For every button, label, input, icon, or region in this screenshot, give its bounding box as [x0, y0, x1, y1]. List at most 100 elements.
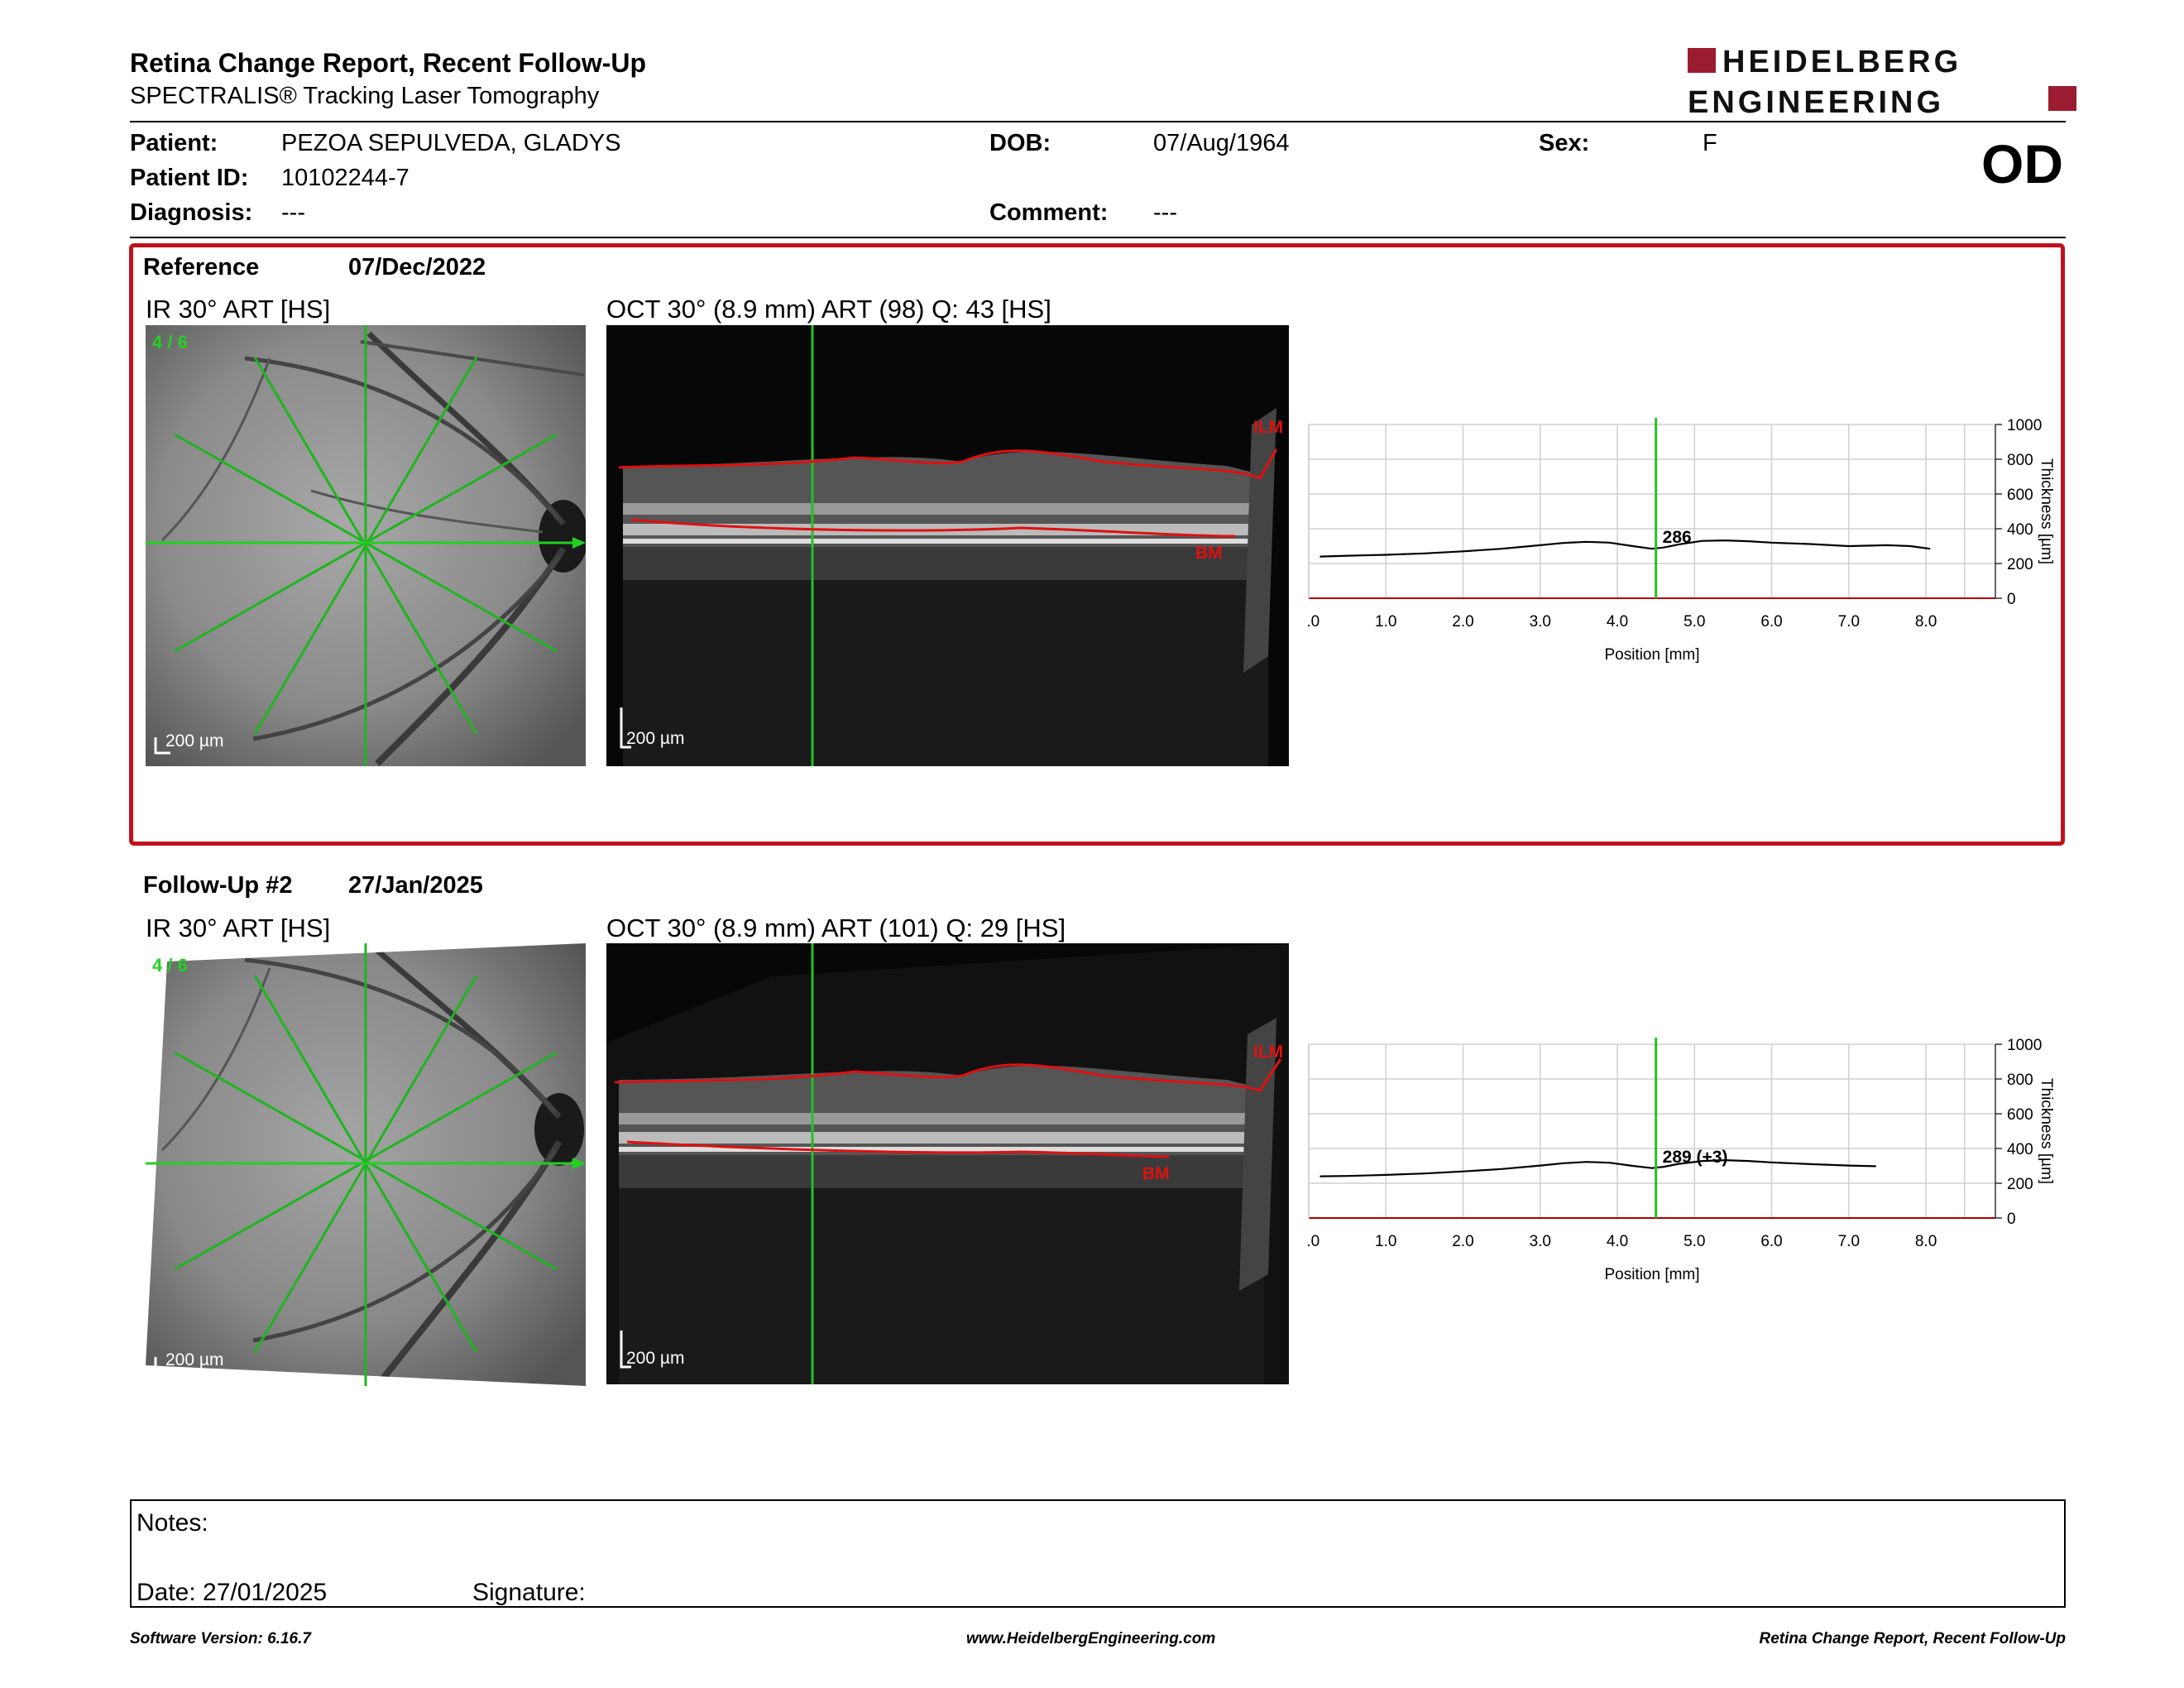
- x-tick-label: 3.0: [1530, 613, 1551, 631]
- footer-report-name: Retina Change Report, Recent Follow-Up: [1759, 1630, 2066, 1647]
- thickness-point: [1724, 1159, 1727, 1161]
- report-title: Retina Change Report, Recent Follow-Up: [130, 48, 647, 78]
- ref-scan-index: 4 / 6: [152, 332, 188, 352]
- ref-ir-scale: 200 µm: [165, 731, 223, 750]
- thickness-point: [1631, 545, 1634, 547]
- thickness-series-line: [1320, 1158, 1876, 1177]
- signature-label: Signature:: [472, 1579, 586, 1606]
- thickness-point: [1651, 1167, 1653, 1169]
- thickness-point: [1724, 539, 1727, 541]
- sex-label: Sex:: [1539, 130, 1590, 156]
- x-tick-label: 4.0: [1607, 1233, 1628, 1250]
- heidelberg-logo: HEIDELBERG ENGINEERING: [1688, 45, 2076, 117]
- ref-oct-scale: 200 µm: [626, 729, 684, 748]
- followup-label: Follow-Up #2: [143, 872, 293, 899]
- x-tick-label: 1.0: [1375, 1233, 1396, 1250]
- reference-frame: [129, 243, 2065, 846]
- thickness-point: [1539, 1164, 1541, 1167]
- x-tick-label: 4.0: [1607, 613, 1628, 631]
- x-tick-label: 2.0: [1452, 1233, 1473, 1250]
- thickness-point: [1462, 1170, 1464, 1172]
- y-tick-label: 400: [2007, 1141, 2033, 1158]
- thickness-point: [1424, 1172, 1425, 1175]
- x-tick-label: 3.0: [1530, 1233, 1551, 1250]
- thickness-point: [1848, 1164, 1850, 1167]
- thickness-point: [1747, 540, 1750, 542]
- x-tick-label: 0.0: [1307, 1233, 1320, 1250]
- ref-oct-bscan-image: ILM BM 200 µm: [606, 325, 1289, 766]
- thickness-point: [1562, 1163, 1564, 1164]
- thickness-point: [1346, 1175, 1348, 1177]
- thickness-point: [1585, 1161, 1588, 1163]
- x-tick-label: 5.0: [1684, 1233, 1705, 1250]
- optic-disc: [534, 1093, 584, 1166]
- notes-date: Date: 27/01/2025: [136, 1579, 328, 1606]
- eye-indicator: OD: [1981, 133, 2063, 194]
- thickness-point: [1501, 548, 1502, 549]
- y-tick-label: 200: [2007, 556, 2033, 573]
- patient-id-value: 10102244-7: [281, 165, 410, 191]
- thickness-point: [1770, 542, 1773, 544]
- optic-disc: [539, 500, 586, 573]
- thickness-point: [1424, 553, 1425, 554]
- x-tick-label: 6.0: [1760, 1233, 1782, 1250]
- y-tick-label: 400: [2007, 521, 2033, 539]
- y-tick-label: 0: [2007, 1211, 2016, 1228]
- y-tick-label: 600: [2007, 1106, 2033, 1124]
- y-tick-label: 800: [2007, 1072, 2033, 1089]
- fu-ir-fundus-image: 4 / 6 200 µm: [146, 943, 586, 1386]
- fu-ir-caption: IR 30° ART [HS]: [146, 914, 331, 942]
- header-divider: [130, 121, 2066, 122]
- y-axis-label: Thickness [µm]: [2038, 1078, 2055, 1184]
- thickness-point: [1385, 554, 1387, 556]
- thickness-point: [1928, 548, 1931, 549]
- x-axis-label: Position [mm]: [1604, 646, 1699, 664]
- x-tick-label: 7.0: [1838, 613, 1860, 631]
- thickness-point: [1539, 544, 1541, 546]
- x-tick-label: 6.0: [1760, 613, 1782, 631]
- dob-label: DOB:: [989, 130, 1051, 156]
- thickness-point: [1678, 544, 1680, 545]
- thickness-point: [1909, 545, 1912, 547]
- x-tick-label: 8.0: [1915, 1233, 1937, 1250]
- x-tick-label: 1.0: [1375, 613, 1396, 631]
- thickness-point: [1701, 1160, 1703, 1162]
- x-tick-label: 7.0: [1838, 1233, 1860, 1250]
- footer-software-version: Software Version: 6.16.7: [130, 1630, 311, 1647]
- thickness-point: [1585, 540, 1588, 543]
- thickness-point: [1346, 554, 1348, 557]
- cursor-value-label: 286: [1663, 528, 1692, 547]
- y-tick-label: 0: [2007, 591, 2016, 608]
- thickness-point: [1385, 1174, 1387, 1176]
- thickness-point: [1608, 542, 1611, 544]
- ref-thickness-chart: 0.0 1.0 2.0 3.0 4.0 5.0 6.0 7.0 8.0 0 200 400 600 800…: [1307, 417, 2055, 664]
- y-tick-label: 200: [2007, 1176, 2033, 1193]
- x-tick-label: 2.0: [1452, 613, 1473, 631]
- diagnosis-value: ---: [281, 199, 305, 226]
- thickness-point: [1501, 1168, 1502, 1170]
- thickness-point: [1875, 1165, 1877, 1168]
- x-tick-label: 0.0: [1307, 613, 1320, 631]
- ref-bm-label: BM: [1195, 544, 1223, 563]
- thickness-point: [1462, 550, 1464, 553]
- ref-ir-caption: IR 30° ART [HS]: [146, 295, 331, 324]
- footer-website-link[interactable]: www.HeidelbergEngineering.com: [966, 1630, 1216, 1647]
- comment-label: Comment:: [989, 199, 1109, 226]
- fu-ilm-label: ILM: [1253, 1043, 1283, 1062]
- notes-label: Notes:: [136, 1509, 208, 1537]
- patient-label: Patient:: [130, 130, 218, 156]
- patient-id-label: Patient ID:: [130, 165, 249, 191]
- thickness-point: [1809, 543, 1811, 545]
- fu-thickness-chart: 0.0 1.0 2.0 3.0 4.0 5.0 6.0 7.0 8.0 0 200 400 600 800…: [1307, 1037, 2055, 1283]
- logo-line1: HEIDELBERG: [1722, 45, 1961, 79]
- x-tick-label: 8.0: [1915, 613, 1937, 631]
- thickness-point: [1608, 1162, 1611, 1164]
- fu-oct-bscan-image: ILM BM 200 µm: [606, 943, 1289, 1384]
- comment-value: ---: [1153, 199, 1177, 226]
- sex-value: F: [1703, 130, 1717, 156]
- y-tick-label: 600: [2007, 487, 2033, 504]
- fu-oct-caption: OCT 30° (8.9 mm) ART (101) Q: 29 [HS]: [606, 914, 1066, 942]
- reference-date: 07/Dec/2022: [348, 254, 486, 281]
- ref-ilm-label: ILM: [1253, 418, 1283, 437]
- thickness-point: [1651, 548, 1653, 549]
